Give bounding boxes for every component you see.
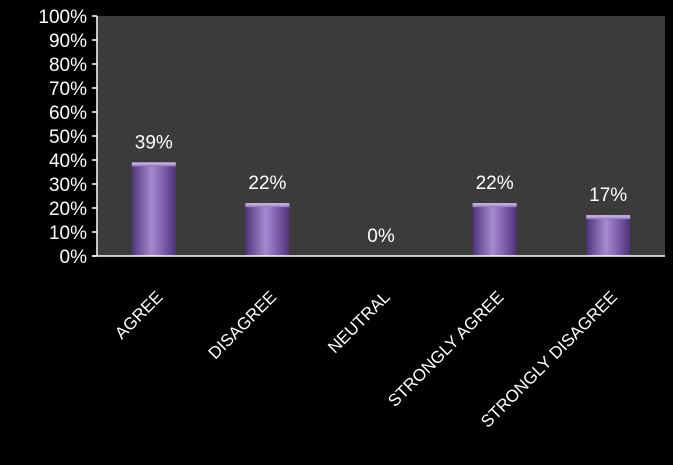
- y-tick-label: 90%: [49, 31, 87, 52]
- y-tick-label: 80%: [49, 55, 87, 76]
- bar: [131, 162, 176, 256]
- data-label: 39%: [135, 132, 173, 153]
- y-tick-label: 0%: [60, 247, 88, 268]
- bar-top-highlight: [472, 203, 517, 208]
- data-label: 0%: [367, 226, 395, 247]
- plot-area: [97, 16, 665, 256]
- bars: [131, 162, 631, 256]
- y-tick-label: 30%: [49, 175, 87, 196]
- y-tick-label: 20%: [49, 199, 87, 220]
- data-label: 22%: [476, 173, 514, 194]
- y-tick-label: 100%: [38, 7, 87, 28]
- x-category-label: AGREE: [111, 287, 167, 343]
- y-tick-label: 60%: [49, 103, 87, 124]
- bar-top-highlight: [131, 162, 176, 167]
- y-tick-label: 10%: [49, 223, 87, 244]
- y-axis: 0% 10% 20% 30% 40% 50% 60% 70% 80% 90% 100%: [38, 7, 98, 268]
- y-tick-label: 50%: [49, 127, 87, 148]
- data-labels: 39% 22% 0% 22% 17%: [135, 132, 628, 247]
- x-category-label: STRONGLY AGREE: [384, 287, 507, 410]
- y-tick-label: 70%: [49, 79, 87, 100]
- bar: [245, 203, 290, 256]
- bar-top-highlight: [586, 215, 631, 220]
- y-tick-label: 40%: [49, 151, 87, 172]
- x-category-label: NEUTRAL: [324, 287, 394, 357]
- bar-top-highlight: [245, 203, 290, 208]
- x-category-label: DISAGREE: [205, 287, 281, 363]
- data-label: 22%: [248, 173, 286, 194]
- data-label: 17%: [589, 185, 627, 206]
- bar: [472, 203, 517, 256]
- bar: [586, 215, 631, 256]
